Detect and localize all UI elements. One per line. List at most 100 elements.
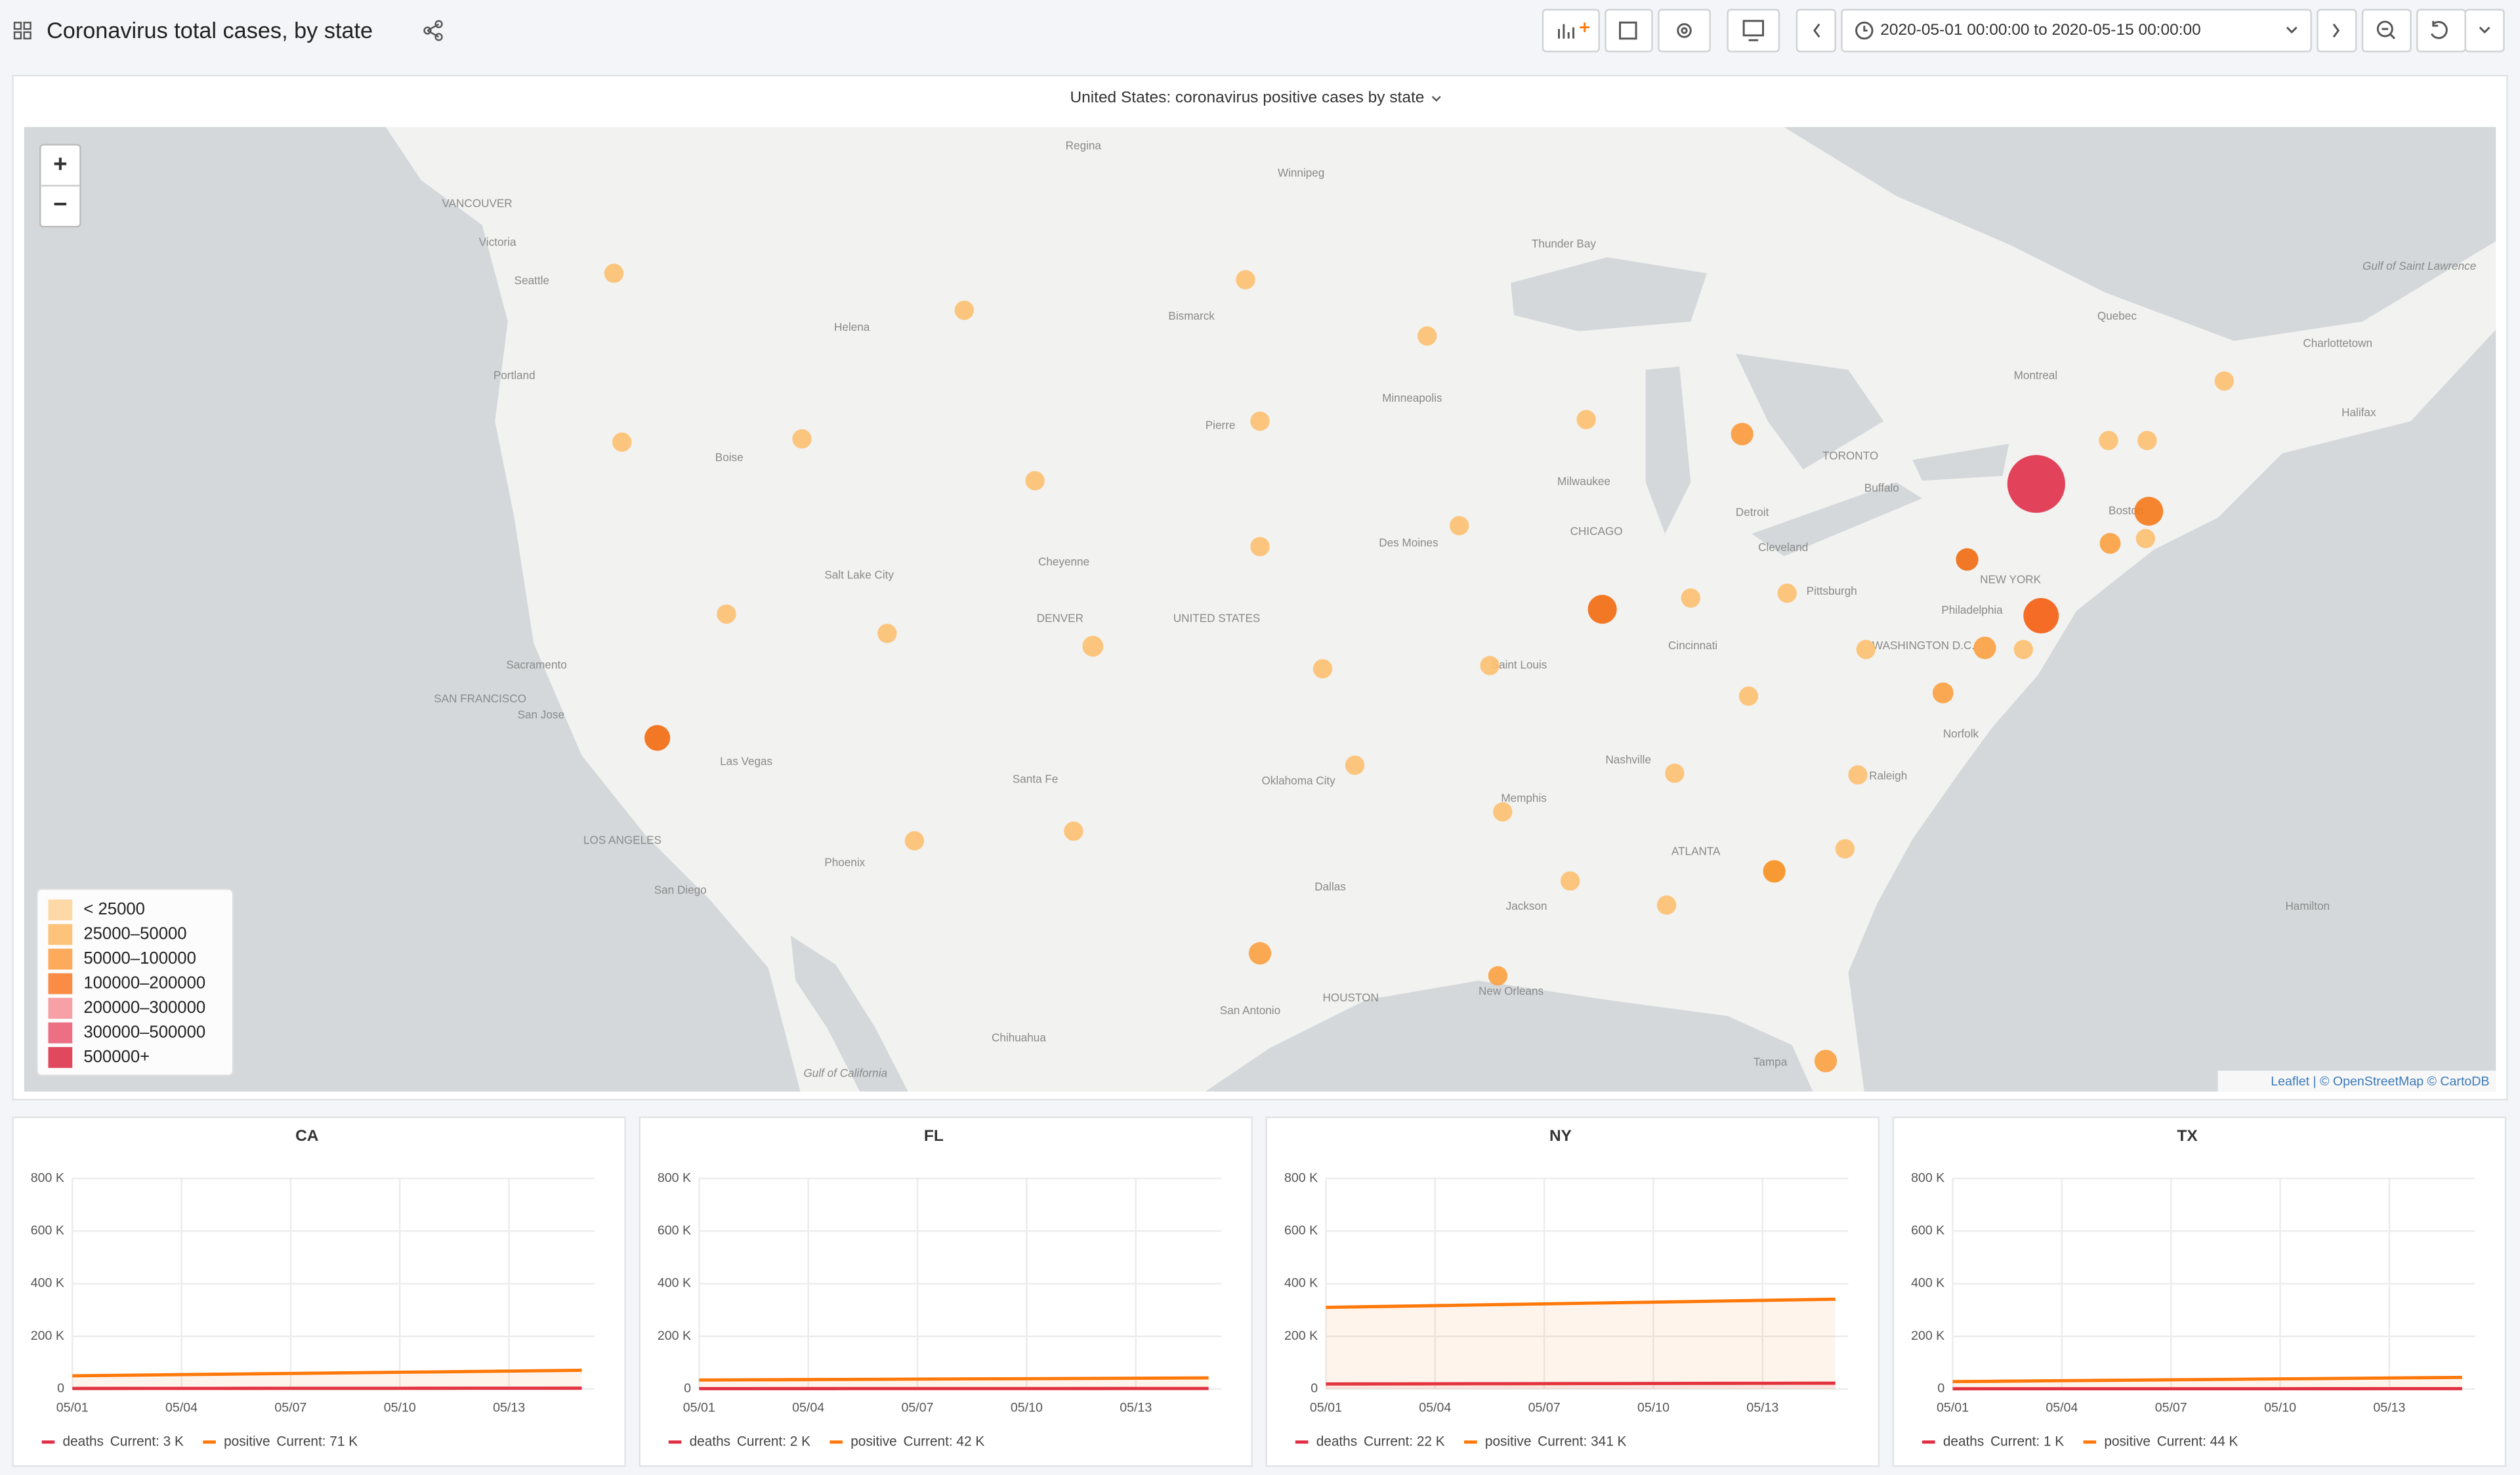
case-bubble bbox=[2137, 431, 2157, 450]
refresh-button[interactable] bbox=[2416, 9, 2466, 53]
case-bubble bbox=[2023, 598, 2059, 633]
city-label: Cincinnati bbox=[1668, 639, 1717, 652]
legend-name: deaths bbox=[690, 1434, 730, 1449]
legend-label: 300000–500000 bbox=[83, 1023, 205, 1041]
legend-swatch bbox=[48, 998, 73, 1019]
case-bubble bbox=[1493, 802, 1513, 822]
legend-name: positive bbox=[2104, 1434, 2151, 1449]
case-bubble bbox=[1587, 595, 1617, 624]
legend-current: Current: 2 K bbox=[737, 1434, 810, 1449]
legend-name: deaths bbox=[63, 1434, 104, 1449]
city-label: Cleveland bbox=[1758, 541, 1808, 554]
panel-title[interactable]: United States: coronavirus positive case… bbox=[1070, 89, 1424, 106]
time-back-button[interactable] bbox=[1796, 9, 1836, 53]
zoom-out-button[interactable]: − bbox=[53, 190, 67, 217]
time-forward-button[interactable] bbox=[2317, 9, 2357, 53]
legend-name: deaths bbox=[1316, 1434, 1357, 1449]
city-label: Santa Fe bbox=[1013, 772, 1058, 785]
city-label: New Orleans bbox=[1479, 985, 1544, 998]
zoom-out-button[interactable] bbox=[2361, 9, 2412, 53]
chart-panel: CA 0 200 K 400 K 600 K 800 K 05/01 05/04 05/07 05… bbox=[12, 1116, 626, 1467]
city-label: Boise bbox=[715, 451, 744, 464]
y-tick-label: 600 K bbox=[31, 1224, 64, 1238]
city-label: Nashville bbox=[1606, 753, 1651, 766]
legend-name: positive bbox=[224, 1434, 270, 1449]
city-label: Victoria bbox=[479, 235, 516, 248]
city-label: VANCOUVER bbox=[442, 197, 512, 210]
series-line bbox=[1952, 1375, 2462, 1384]
x-tick-label: 05/04 bbox=[792, 1401, 824, 1415]
city-label: San Diego bbox=[654, 883, 707, 896]
x-tick-label: 05/10 bbox=[1637, 1401, 1670, 1415]
legend-label: 500000+ bbox=[83, 1048, 150, 1066]
add-panel-button[interactable] bbox=[1542, 9, 1600, 53]
city-label: Las Vegas bbox=[720, 754, 772, 767]
city-label: Chihuahua bbox=[992, 1031, 1046, 1044]
city-label: SAN FRANCISCO bbox=[434, 692, 526, 705]
attribution-box bbox=[2217, 1071, 2496, 1092]
city-label: Detroit bbox=[1736, 505, 1769, 519]
series-line bbox=[72, 1369, 582, 1378]
dashboard-icon[interactable] bbox=[13, 22, 32, 40]
case-bubble bbox=[1656, 895, 1677, 915]
city-label: Buffalo bbox=[1864, 481, 1899, 494]
x-tick-label: 05/01 bbox=[683, 1401, 715, 1415]
share-icon[interactable] bbox=[423, 20, 443, 41]
x-tick-label: 05/04 bbox=[1419, 1401, 1451, 1415]
legend-swatch bbox=[48, 949, 73, 970]
time-picker[interactable] bbox=[1841, 9, 2312, 53]
city-label: Raleigh bbox=[1869, 769, 1907, 782]
time-range[interactable]: 2020-05-01 00:00:00 to 2020-05-15 00:00:… bbox=[1880, 21, 2200, 39]
city-label: Cheyenne bbox=[1038, 555, 1089, 568]
x-tick-label: 05/01 bbox=[56, 1401, 89, 1415]
case-bubble bbox=[1665, 763, 1685, 783]
y-tick-label: 200 K bbox=[31, 1329, 64, 1343]
city-label: Oklahoma City bbox=[1261, 774, 1335, 787]
refresh-interval-button[interactable] bbox=[2464, 9, 2505, 53]
case-bubble bbox=[1814, 1050, 1838, 1073]
city-label: Gulf of California bbox=[803, 1066, 887, 1079]
legend-swatch bbox=[48, 899, 73, 921]
map[interactable]: Regina Winnipeg VANCOUVER Victoria Seattle He… bbox=[24, 127, 2496, 1092]
series-line bbox=[699, 1376, 1209, 1382]
case-bubble bbox=[2099, 431, 2118, 450]
case-bubble bbox=[604, 263, 624, 284]
x-tick-label: 05/13 bbox=[1120, 1401, 1152, 1415]
case-bubble bbox=[1738, 686, 1759, 706]
settings-button[interactable] bbox=[1658, 9, 1711, 53]
legend-label: < 25000 bbox=[83, 900, 145, 918]
city-label: Tampa bbox=[1754, 1055, 1788, 1068]
city-label: Norfolk bbox=[1943, 727, 1979, 740]
attribution[interactable]: Leaflet | © OpenStreetMap © CartoDB bbox=[2271, 1074, 2489, 1088]
x-tick-label: 05/04 bbox=[165, 1401, 198, 1415]
city-label: TORONTO bbox=[1822, 449, 1878, 462]
toolbar-icons bbox=[1558, 20, 2490, 41]
city-label: UNITED STATES bbox=[1173, 611, 1261, 624]
y-tick-label: 400 K bbox=[1284, 1276, 1318, 1291]
zoom-in-button[interactable]: + bbox=[53, 150, 67, 177]
city-label: Winnipeg bbox=[1278, 166, 1324, 179]
series-line bbox=[1326, 1381, 1836, 1386]
legend-label: 50000–100000 bbox=[83, 949, 196, 968]
city-label: Halifax bbox=[2342, 406, 2376, 419]
legend-swatch bbox=[48, 924, 73, 945]
case-bubble bbox=[2134, 496, 2164, 526]
city-label: DENVER bbox=[1037, 611, 1083, 624]
case-bubble bbox=[1932, 682, 1954, 704]
legend-swatch bbox=[48, 1022, 73, 1044]
panel-frame bbox=[639, 1116, 1253, 1467]
chart-panel: TX 0 200 K 400 K 600 K 800 K 05/01 05/04 05/07 05… bbox=[1892, 1116, 2507, 1467]
tv-mode-button[interactable] bbox=[1727, 9, 1780, 53]
x-tick-label: 05/01 bbox=[1310, 1401, 1342, 1415]
city-label: Charlottetown bbox=[2303, 337, 2372, 350]
y-tick-label: 600 K bbox=[1911, 1224, 1944, 1238]
panel-title: CA bbox=[295, 1127, 319, 1145]
dashboard-title[interactable]: Coronavirus total cases, by state bbox=[47, 18, 373, 43]
panel-title: TX bbox=[2177, 1127, 2198, 1145]
case-bubble bbox=[2214, 371, 2235, 391]
city-label: WASHINGTON D.C. bbox=[1872, 639, 1975, 652]
save-button[interactable] bbox=[1605, 9, 1653, 53]
case-bubble bbox=[1560, 871, 1580, 891]
y-tick-label: 200 K bbox=[658, 1329, 691, 1343]
y-tick-label: 200 K bbox=[1911, 1329, 1944, 1343]
